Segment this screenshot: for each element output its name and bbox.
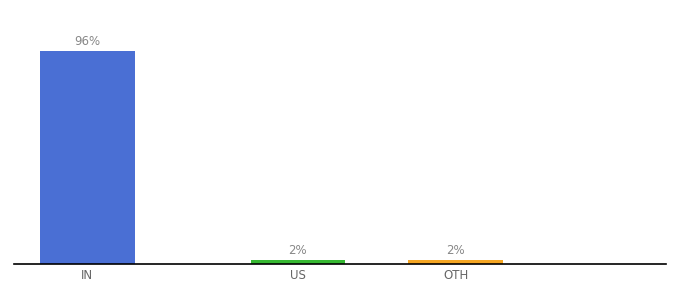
Text: 2%: 2%	[447, 244, 465, 257]
Bar	[250, 260, 345, 264]
Bar	[409, 260, 503, 264]
Bar	[40, 51, 135, 264]
Text: 96%: 96%	[74, 35, 101, 48]
Text: 2%: 2%	[288, 244, 307, 257]
